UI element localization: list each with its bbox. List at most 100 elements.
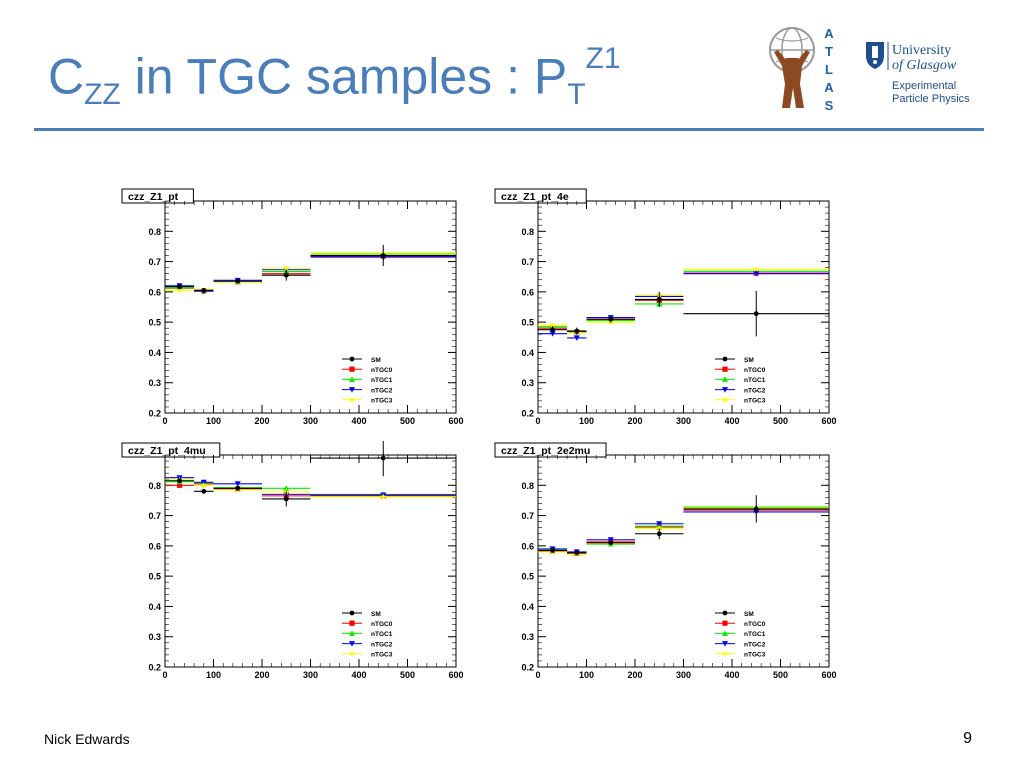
data-point (573, 335, 580, 341)
data-point (608, 316, 614, 322)
legend-label: SM (371, 357, 381, 364)
chart-svg: czz_Z1_pt_4mu 0.2 0.3 0.4 0.5 0.6 0.7 0.8 0 100 20… (121, 441, 464, 679)
y-tick-label: 0.7 (521, 511, 534, 521)
chart-title-box: czz_Z1_pt (121, 188, 194, 204)
atlas-letter: A (824, 80, 834, 95)
department-line1: Experimental (892, 80, 956, 92)
chart-panel: czz_Z1_pt_4e 0.2 0.3 0.4 0.5 0.6 0.7 0.8 0 100 200… (493, 187, 838, 425)
x-tick-label: 100 (206, 670, 221, 679)
plot-frame (537, 454, 830, 668)
data-point (656, 297, 662, 302)
legend-label: nTGC1 (371, 377, 393, 384)
x-tick-label: 200 (627, 416, 642, 425)
x-tick-label: 600 (821, 416, 836, 425)
x-tick-label: 0 (535, 670, 540, 679)
legend-label: SM (371, 611, 381, 618)
y-tick-label: 0.3 (521, 378, 534, 388)
title-subscript: ZZ (84, 78, 121, 111)
data-point (235, 278, 241, 284)
legend: SM nTGC0 nTGC1 nTGC2 nTGC3 (715, 356, 766, 405)
chart-title: czz_Z1_pt (128, 191, 179, 203)
title-superscript: Z1 (585, 42, 621, 75)
atlas-logo: A T L A S (769, 26, 834, 112)
y-tick-label: 0.6 (521, 287, 534, 297)
legend-label: nTGC1 (744, 631, 766, 638)
legend-label: nTGC0 (371, 621, 393, 628)
chart-title-box: czz_Z1_pt_2e2mu (494, 442, 607, 458)
data-point (574, 550, 580, 556)
y-tick-label: 0.8 (521, 227, 534, 237)
legend-label: SM (744, 357, 754, 364)
data-point (176, 482, 183, 488)
atlas-letter: A (824, 26, 834, 41)
legend-marker (349, 376, 355, 382)
y-tick-label: 0.2 (148, 663, 161, 673)
y-tick-label: 0.3 (148, 632, 161, 642)
x-tick-label: 200 (254, 670, 269, 679)
legend-label: nTGC2 (371, 641, 393, 648)
legend-marker (722, 620, 728, 626)
legend-marker (722, 366, 728, 372)
chart-title-box: czz_Z1_pt_4mu (121, 442, 221, 458)
y-tick-label: 0.7 (521, 257, 534, 267)
y-tick-label: 0.5 (521, 572, 534, 582)
y-tick-label: 0.6 (148, 541, 161, 551)
x-tick-label: 200 (254, 416, 269, 425)
university-name-line1: University (892, 43, 951, 58)
legend-label: nTGC0 (744, 367, 766, 374)
legend-label: nTGC3 (371, 652, 393, 659)
legend-label: nTGC2 (744, 387, 766, 394)
x-tick-label: 400 (724, 670, 739, 679)
data-point (753, 506, 759, 512)
data-point (656, 531, 662, 537)
legend-marker (349, 366, 355, 372)
legend-label: nTGC0 (744, 621, 766, 628)
data-point (380, 455, 386, 461)
legend-label: nTGC2 (744, 641, 766, 648)
chart-svg: czz_Z1_pt 0.2 0.3 0.4 0.5 0.6 0.7 0.8 0 100 200 300… (121, 188, 464, 425)
chart-svg: czz_Z1_pt_4e 0.2 0.3 0.4 0.5 0.6 0.7 0.8 0 100 200… (494, 188, 837, 425)
legend-label: nTGC3 (744, 652, 766, 659)
y-tick-label: 0.4 (148, 348, 161, 358)
chart-panel: czz_Z1_pt_2e2mu 0.2 0.3 0.4 0.5 0.6 0.7 0.8 0 100… (493, 441, 838, 679)
x-tick-label: 100 (579, 670, 594, 679)
atlas-figure-icon (769, 27, 815, 108)
x-tick-label: 300 (676, 416, 691, 425)
x-tick-label: 200 (627, 670, 642, 679)
legend-marker (349, 356, 355, 362)
title-subscript-2: T (567, 78, 586, 111)
x-tick-label: 400 (351, 670, 366, 679)
legend-marker (722, 356, 728, 362)
x-tick-label: 500 (773, 670, 788, 679)
series-sm (538, 495, 829, 556)
x-tick-label: 0 (162, 670, 167, 679)
x-tick-label: 600 (448, 416, 463, 425)
y-tick-label: 0.3 (148, 378, 161, 388)
y-tick-label: 0.8 (148, 481, 161, 491)
x-tick-label: 300 (676, 670, 691, 679)
legend-marker (722, 610, 728, 616)
chart-svg: czz_Z1_pt_2e2mu 0.2 0.3 0.4 0.5 0.6 0.7 0.8 0 100… (494, 442, 837, 679)
legend-label: nTGC1 (371, 631, 393, 638)
legend-marker (722, 387, 728, 393)
y-tick-label: 0.5 (148, 572, 161, 582)
data-point (753, 265, 760, 272)
chart-title-frame (494, 188, 587, 204)
title-middle: in TGC samples : P (120, 48, 568, 105)
legend-marker (348, 396, 356, 403)
chart-panel: czz_Z1_pt_4mu 0.2 0.3 0.4 0.5 0.6 0.7 0.8 0 100 20… (120, 441, 465, 679)
data-point (608, 540, 614, 546)
y-tick-label: 0.3 (521, 632, 534, 642)
legend-label: nTGC3 (744, 398, 766, 405)
legend: SM nTGC0 nTGC1 nTGC2 nTGC3 (715, 610, 766, 659)
data-point (549, 321, 556, 328)
x-tick-label: 400 (724, 416, 739, 425)
y-tick-label: 0.4 (521, 602, 534, 612)
data-point (549, 331, 556, 337)
title-divider (34, 128, 984, 131)
data-point (283, 272, 289, 278)
title-base: C (48, 48, 85, 105)
x-tick-label: 300 (303, 416, 318, 425)
data-point (607, 537, 614, 543)
data-point (283, 496, 289, 502)
